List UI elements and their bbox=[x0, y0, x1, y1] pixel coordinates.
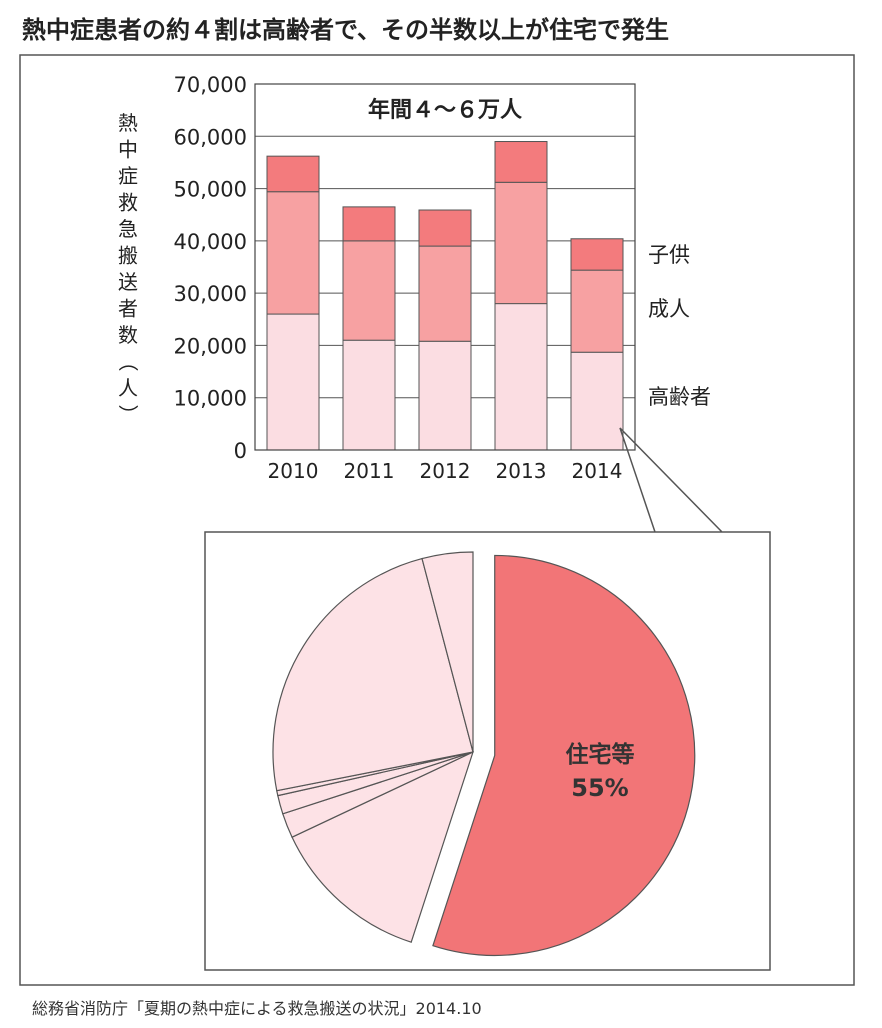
y-axis-label-char: 熱 bbox=[118, 111, 138, 135]
y-tick-label: 20,000 bbox=[174, 334, 247, 358]
plot-frame bbox=[254, 83, 636, 451]
y-axis-label-char: 症 bbox=[118, 164, 138, 188]
bar-segment bbox=[494, 303, 548, 451]
headline: 熱中症患者の約４割は高齢者で、その半数以上が住宅で発生 bbox=[22, 16, 669, 44]
bar-segment bbox=[494, 181, 548, 305]
y-tick-label: 40,000 bbox=[174, 230, 247, 254]
bar-segment bbox=[342, 339, 396, 451]
x-tick-labels: 2010 2011 2012 2013 2014 bbox=[268, 459, 623, 483]
bar-segment bbox=[570, 351, 624, 451]
pie-slice bbox=[291, 750, 474, 943]
y-axis-label-char: 搬 bbox=[118, 244, 138, 268]
y-axis-label-char: （ bbox=[116, 352, 140, 372]
y-tick-label: 0 bbox=[234, 439, 247, 463]
bar-segment bbox=[418, 209, 472, 247]
legend-label: 成人 bbox=[648, 297, 690, 321]
callout-border bbox=[204, 427, 771, 971]
y-axis-label-char: 数 bbox=[118, 323, 138, 347]
callout bbox=[204, 427, 771, 971]
x-tick-label: 2011 bbox=[344, 459, 395, 483]
y-axis-label-char: 人 bbox=[118, 376, 138, 400]
outer-frame bbox=[19, 54, 855, 986]
bar-segment bbox=[266, 313, 320, 451]
bar-segment bbox=[570, 269, 624, 353]
pie-highlight-label: 住宅等 bbox=[566, 741, 635, 768]
y-tick-label: 10,000 bbox=[174, 387, 247, 411]
pie-slice bbox=[421, 551, 474, 753]
pie-highlight-percent: 55% bbox=[571, 774, 628, 802]
y-axis-label-char: 送 bbox=[118, 270, 138, 294]
y-axis-label-char: 急 bbox=[118, 217, 138, 241]
y-tick-label: 60,000 bbox=[174, 125, 247, 149]
bar-segment bbox=[570, 238, 624, 271]
y-axis-label-char: 救 bbox=[118, 191, 138, 215]
bar-segment bbox=[266, 191, 320, 315]
source-note: 総務省消防庁「夏期の熱中症による救急搬送の状況」2014.10 bbox=[32, 999, 482, 1018]
y-axis-label-char: 中 bbox=[118, 138, 138, 162]
x-tick-label: 2014 bbox=[572, 459, 623, 483]
pie-chart: 住宅等 55% bbox=[272, 551, 696, 956]
x-tick-label: 2012 bbox=[420, 459, 471, 483]
pie-slices bbox=[272, 551, 696, 956]
legend-label: 子供 bbox=[648, 243, 690, 267]
y-tick-label: 70,000 bbox=[174, 73, 247, 97]
pie-slice bbox=[272, 557, 474, 792]
y-axis-label-char: ） bbox=[116, 405, 140, 425]
bar-segment bbox=[266, 155, 320, 193]
legend-label: 高齢者 bbox=[648, 385, 711, 409]
bar-segment bbox=[342, 206, 396, 242]
x-tick-label: 2013 bbox=[496, 459, 547, 483]
y-tick-labels: 0 10,000 20,000 30,000 40,000 50,000 60,000 70,… bbox=[174, 73, 247, 463]
bar-segment bbox=[342, 240, 396, 341]
y-tick-label: 50,000 bbox=[174, 178, 247, 202]
bar-segment bbox=[418, 340, 472, 451]
y-axis-label-char: 者 bbox=[118, 297, 138, 321]
bar-segment bbox=[494, 141, 548, 183]
bar-segment bbox=[418, 245, 472, 342]
x-tick-label: 2010 bbox=[268, 459, 319, 483]
bars bbox=[266, 141, 624, 451]
y-tick-label: 30,000 bbox=[174, 282, 247, 306]
chart-title: 年間４～６万人 bbox=[368, 97, 522, 123]
pie-slice-highlight bbox=[432, 554, 696, 956]
